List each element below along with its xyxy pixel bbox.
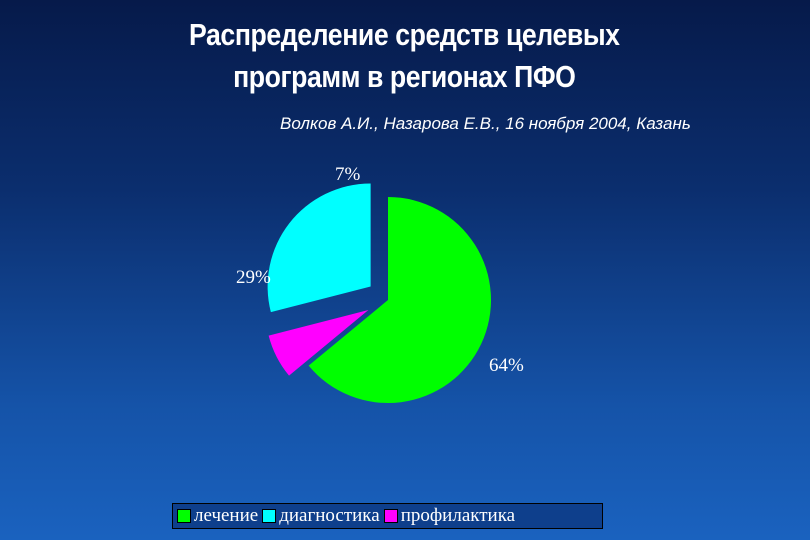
legend-item-diagnostika: диагностика bbox=[262, 505, 380, 527]
legend-label-profilaktika: профилактика bbox=[400, 505, 516, 526]
legend-item-lechenie: лечение bbox=[177, 505, 258, 527]
legend-item-profilaktika: профилактика bbox=[383, 505, 516, 527]
pie-slice-diagnostika bbox=[267, 183, 371, 313]
subtitle-authors-date: Волков А.И., Назарова Е.В., 16 ноября 20… bbox=[280, 114, 691, 133]
chart-legend: лечение диагностика профилактика bbox=[172, 503, 603, 529]
title-line-1: Распределение средств целевых bbox=[189, 17, 620, 52]
chart-title: Распределение средств целевых программ в… bbox=[56, 14, 753, 98]
legend-swatch-lechenie bbox=[177, 509, 191, 523]
legend-swatch-diagnostika bbox=[262, 509, 277, 523]
pie-slice-profilaktika bbox=[268, 309, 369, 376]
legend-label-diagnostika: диагностика bbox=[279, 505, 380, 526]
title-line-2: программ в регионах ПФО bbox=[233, 59, 576, 94]
legend-swatch-profilaktika bbox=[383, 509, 398, 523]
data-label-lechenie: 64% bbox=[489, 355, 524, 376]
data-label-profilaktika: 7% bbox=[335, 164, 361, 185]
pie-slice-lechenie bbox=[308, 197, 492, 403]
data-label-diagnostika: 29% bbox=[236, 267, 271, 288]
legend-label-lechenie: лечение bbox=[194, 505, 259, 526]
